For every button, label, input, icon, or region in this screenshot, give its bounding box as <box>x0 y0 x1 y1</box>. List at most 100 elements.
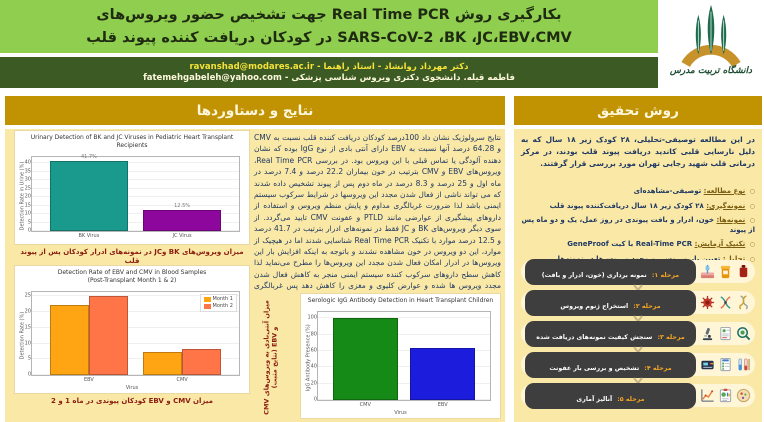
petri-dish-icon <box>736 388 751 403</box>
list-item: ○ نمونه‌ها: خون، ادرار و بافت پیوندی در … <box>521 216 755 235</box>
stage-2-icons <box>700 295 751 310</box>
list-item: ○ نمونه‌گیری: ۲۸ کودک زیر ۱۸ سال دریافت‌… <box>521 202 755 212</box>
bullet-label: تحلیل: <box>722 254 746 263</box>
stage-text: سنجش کیفیت نمونه‌های دریافت شده <box>536 333 653 341</box>
report-doc-icon <box>718 326 733 341</box>
poster-title: بکارگیری روش Real Time PCR جهت تشخیص حضو… <box>86 4 572 49</box>
y-tick-label: 0 <box>313 396 317 403</box>
dna-helix-icon <box>736 295 751 310</box>
flow-stage-1-pill: مرحله ۱: نمونه برداری (خون، ادرار و بافت… <box>525 258 696 285</box>
results-section-heading: نتایج و دستاوردها <box>5 96 505 125</box>
caption-chart-urinary: میزان ویروس‌های BK وJC در نمونه‌های ادرا… <box>20 248 244 266</box>
bar: 41.7% <box>49 154 129 231</box>
flow-stage-2-pill: مرحله ۲: استخراج ژنوم ویروس <box>525 289 696 316</box>
x-axis-label: Virus <box>125 385 139 391</box>
bar-group: EBV <box>410 312 476 408</box>
bar <box>410 347 476 400</box>
flow-stage-5: مرحله ۵: آنالیز آماری <box>521 382 755 409</box>
stage-text: تشخیص و بررسی بار عفونت <box>549 364 640 372</box>
legend-entry: Month 2 <box>203 303 233 310</box>
y-tick-label: 35 <box>24 168 31 175</box>
y-tick-label: 20 <box>24 193 31 200</box>
y-tick-label: 40 <box>310 363 317 370</box>
flow-stage-3-pill: مرحله ۳: سنجش کیفیت نمونه‌های دریافت شده <box>525 320 696 347</box>
microscope-icon <box>700 326 715 341</box>
list-item: ○ نوع مطالعه: توصیفی-مشاهده‌ای <box>521 187 755 197</box>
chart-blood-ebv-cmv: Detection Rate of EBV and CMV in Blood S… <box>14 265 250 394</box>
method-section-body: در این مطالعه توصیفی-تحلیلی، ۲۸ کودک زیر… <box>514 129 762 422</box>
plot-area: 0 5 10 15 20 25 EBV CMV Month 1 Month 2 <box>25 290 240 383</box>
y-tick-label: 0 <box>27 371 31 378</box>
gridline <box>32 295 239 297</box>
gridline <box>32 179 239 181</box>
legend-swatch-icon <box>203 303 211 309</box>
clipboard-chart-icon <box>718 388 733 403</box>
bullet-circle-icon: ○ <box>749 188 755 195</box>
gridline <box>32 230 239 231</box>
y-tick-label: 10 <box>24 340 31 347</box>
flow-stage-4: مرحله ۴: تشخیص و بررسی بار عفونت <box>521 351 755 378</box>
test-tubes-icon <box>736 357 751 372</box>
poster-title-bar: بکارگیری روش Real Time PCR جهت تشخیص حضو… <box>0 0 658 53</box>
stage-text: استخراج ژنوم ویروس <box>560 302 629 310</box>
bullet-label: تکنیک آزمایش: <box>694 240 746 248</box>
x-tick-label: BK Virus <box>78 233 100 239</box>
gridline <box>318 399 490 400</box>
bar-group: 41.7% BK Virus <box>49 154 129 239</box>
results-section-body: Urinary Detection of BK and JC Viruses i… <box>5 129 505 422</box>
bar <box>88 296 129 375</box>
stage-1-icons <box>700 264 751 279</box>
y-tick-label: 15 <box>24 202 31 209</box>
y-tick-label: 5 <box>27 219 31 226</box>
gridline <box>32 326 239 328</box>
x-axis-label: Virus <box>394 410 407 416</box>
gridline <box>32 196 239 198</box>
y-tick-label: 15 <box>24 324 31 331</box>
poster-title-line1: بکارگیری روش Real Time PCR جهت تشخیص حضو… <box>96 7 562 24</box>
gridline <box>32 162 239 164</box>
bar <box>182 348 222 375</box>
caption-chart-serologic-vertical: میزان آنتی‌بادی به ویروس‌های CMV و EBV (… <box>252 296 290 418</box>
y-tick-label: 20 <box>24 308 31 315</box>
legend-entry: Month 1 <box>203 296 233 303</box>
gridline <box>318 317 490 319</box>
legend: Month 1 Month 2 <box>199 293 237 312</box>
chart-title: Urinary Detection of BK and JC Viruses i… <box>30 134 234 149</box>
bar: 12.5% <box>142 203 222 231</box>
urine-sample-icon <box>718 264 733 279</box>
stage-number: مرحله ۲: <box>633 302 661 310</box>
chart-urinary-bk-jc: Urinary Detection of BK and JC Viruses i… <box>14 130 250 245</box>
stage-text: نمونه برداری (خون، ادرار و بافت) <box>541 271 647 279</box>
x-tick-label: CMV <box>176 377 188 383</box>
student-author-line: فاطمه قبله. دانشجوی دکتری ویروس شناسی پز… <box>143 73 515 83</box>
bullet-text: ۲۸ کودک زیر ۱۸ سال دریافت‌کننده پیوند قل… <box>549 201 704 210</box>
gridline <box>318 366 490 368</box>
chart-subtitle: (Post-Transplant Month 1 & 2) <box>87 276 177 284</box>
gridline <box>32 187 239 189</box>
bullet-text: Real-Time PCR با کیت GeneProof <box>567 240 693 248</box>
bar-group: CMV <box>142 292 222 383</box>
flow-stage-1: مرحله ۱: نمونه برداری (خون، ادرار و بافت… <box>521 258 755 285</box>
y-tick-label: 25 <box>24 185 31 192</box>
stage-text: آنالیز آماری <box>576 395 613 403</box>
stage-number: مرحله ۴: <box>644 364 672 372</box>
stage-5-icons <box>700 388 751 403</box>
gridline <box>32 342 239 344</box>
stage-number: مرحله ۵: <box>617 395 645 403</box>
gridline <box>32 311 239 313</box>
y-tick-label: 5 <box>27 355 31 362</box>
y-axis-label: Detection Rate (%) <box>19 311 26 360</box>
plot-area: 0 5 10 15 20 25 30 35 40 41.7% BK Virus 12.5% JC Vir… <box>25 154 240 239</box>
blood-bag-icon <box>736 264 751 279</box>
university-name: دانشگاه تربیت مدرس <box>669 66 753 76</box>
gridline <box>32 213 239 215</box>
bar-value-label: 41.7% <box>80 153 97 160</box>
authors-bar: دکتر مهرداد روانشاد - استاد راهنما - rav… <box>0 57 658 88</box>
virus-icon <box>700 295 715 310</box>
method-section-heading: روش تحقیق <box>514 96 762 125</box>
x-tick-label: CMV <box>359 402 371 408</box>
legend-swatch-icon <box>203 296 211 302</box>
bar-value-label: 12.5% <box>174 202 191 209</box>
bar-group: 12.5% JC Virus <box>142 157 222 239</box>
bullet-text: توصیفی-مشاهده‌ای <box>633 187 702 195</box>
